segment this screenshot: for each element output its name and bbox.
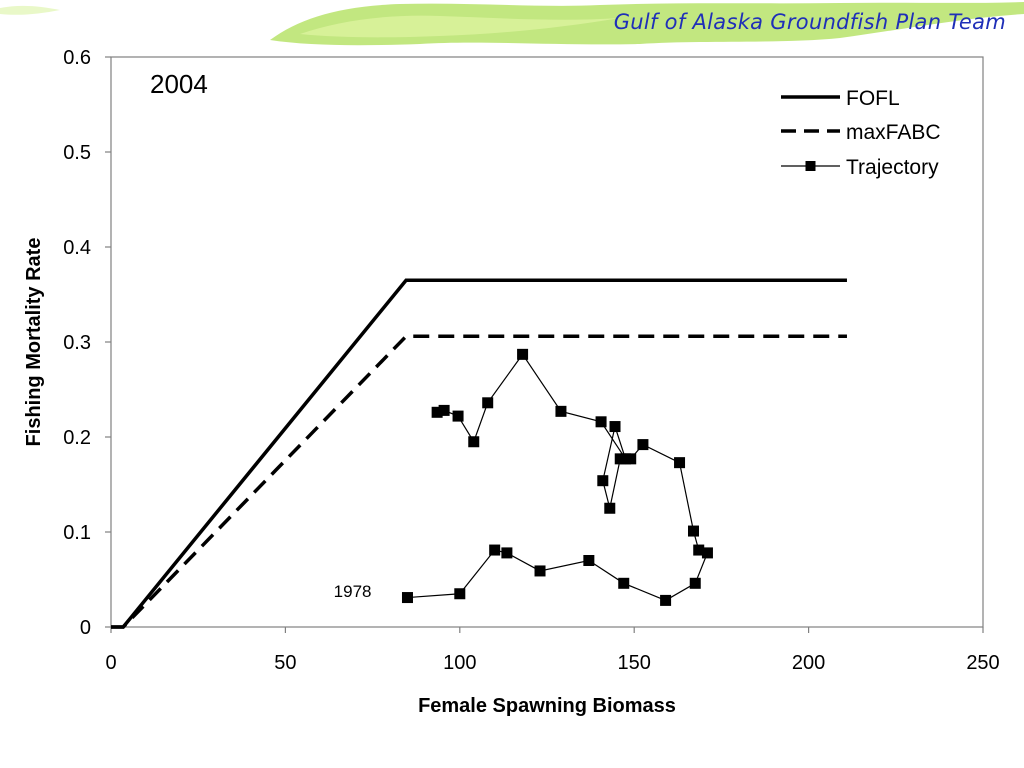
trajectory-point [534,565,546,577]
annotation-1978: 1978 [334,582,372,601]
y-tick-label: 0.5 [63,142,91,164]
chart-year-title: 2004 [150,69,208,99]
series-line-trajectory [407,353,709,602]
trajectory-point [674,457,686,469]
legend-label-fofl: FOFL [846,87,900,110]
legend-label-trajectory: Trajectory [846,156,939,179]
trajectory-point [609,421,621,433]
trajectory-point [618,577,630,589]
trajectory-point [452,410,464,422]
y-tick-label: 0.3 [63,332,91,354]
series-layer [111,278,847,629]
legend-label-maxfabc: maxFABC [846,121,941,144]
trajectory-point [660,594,672,606]
x-tick-label: 150 [618,652,651,674]
trajectory-point [482,397,494,409]
trajectory-point [454,588,466,600]
trajectory-point [501,547,513,559]
y-tick-label: 0.4 [63,237,91,259]
trajectory-point [619,453,631,465]
legend: FOFL maxFABC Trajectory [781,87,941,179]
trajectory-point [489,544,501,556]
trajectory-point [597,475,609,487]
team-title: Gulf of Alaska Groundfish Plan Team [613,10,1006,34]
y-tick-label: 0.1 [63,522,91,544]
series-line-maxfabc [111,334,847,629]
trajectory-point [701,547,713,559]
trajectory-point [689,577,701,589]
trajectory-point [431,406,443,418]
x-tick-label: 50 [274,652,296,674]
x-axis-title: Female Spawning Biomass [418,695,676,717]
x-tick-label: 0 [105,652,116,674]
trajectory-point [468,436,480,448]
trajectory-point [517,348,529,360]
x-axis-ticks: 0 50 100 150 200 250 [105,627,1000,674]
trajectory-point [595,416,607,428]
trajectory-point [637,439,649,451]
y-tick-label: 0.2 [63,427,91,449]
banner-brush-left [0,5,60,15]
y-tick-label: 0 [80,617,91,639]
y-axis-ticks: 0 0.1 0.2 0.3 0.4 0.5 0.6 [63,47,111,639]
banner-brush-highlight [300,15,620,38]
x-tick-label: 200 [792,652,825,674]
green-banner-graphic [0,2,1024,46]
trajectory-point [604,502,616,514]
x-tick-label: 100 [443,652,476,674]
plot-area [110,56,984,628]
y-tick-label: 0.6 [63,47,91,69]
trajectory-point [401,592,413,604]
x-tick-label: 250 [966,652,999,674]
y-axis-title: Fishing Mortality Rate [23,238,45,447]
legend-marker-trajectory [805,161,816,171]
trajectory-point [555,405,567,417]
trajectory-point [693,544,705,556]
trajectory-point [583,555,595,566]
trajectory-point [687,525,699,537]
trajectory-point [438,404,450,416]
